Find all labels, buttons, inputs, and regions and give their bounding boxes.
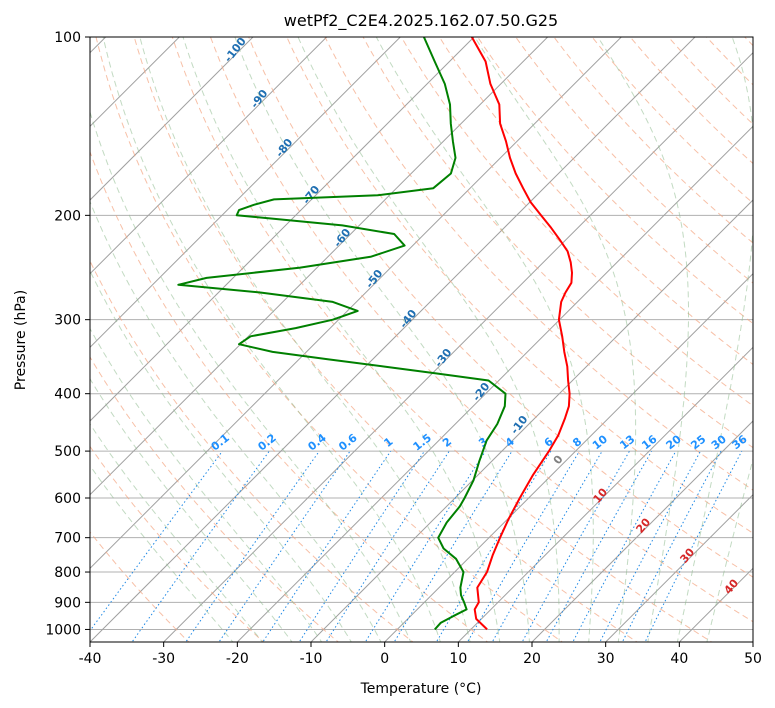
y-axis-label: Pressure (hPa): [13, 290, 29, 390]
moist-adiabat: [90, 200, 382, 642]
x-tick-label: 10: [449, 651, 467, 667]
dry-adiabat: [90, 150, 489, 642]
dry-adiabat: [90, 259, 414, 642]
moist-adiabat: [90, 377, 293, 642]
x-tick-label: -20: [226, 651, 249, 667]
isotherm-line: [604, 493, 753, 642]
mixing-ratio-line: [90, 450, 223, 632]
moist-adiabat: [676, 37, 753, 642]
x-axis-ticks: -40 -30 -20 -10 0 10 20 30 40 50: [79, 642, 762, 667]
dry-adiabat: [90, 445, 265, 642]
isotherm-line: [90, 37, 254, 201]
mixing-ratio-line: [466, 450, 580, 642]
y-tick-label: 700: [54, 531, 81, 547]
moist-adiabat: [90, 464, 234, 642]
background-lines: [90, 37, 753, 642]
y-tick-label: 1000: [45, 622, 81, 638]
x-tick-label: 50: [744, 651, 762, 667]
dry-adiabat: [133, 37, 638, 642]
isotherm-line: [162, 51, 753, 642]
x-tick-label: 30: [597, 651, 615, 667]
mixing-ratio-line: [218, 450, 351, 642]
mixing-ratio-line: [572, 450, 677, 642]
x-tick-label: -40: [79, 651, 102, 667]
moist-adiabat: [90, 327, 323, 642]
mixing-ratio-line: [131, 450, 270, 642]
isotherm-line: [90, 37, 696, 642]
profile-line: [177, 37, 507, 631]
data-lines: [177, 37, 573, 631]
isotherm-line: [90, 37, 475, 422]
x-tick-label: 0: [380, 651, 389, 667]
moist-adiabat: [182, 37, 501, 642]
y-tick-label: 600: [54, 491, 81, 507]
mixing-ratio-line: [621, 450, 722, 642]
moist-adiabat: [597, 37, 689, 642]
moist-adiabat: [474, 37, 637, 642]
y-tick-label: 300: [54, 313, 81, 329]
moist-adiabat: [90, 269, 352, 642]
dry-adiabat: [209, 37, 753, 623]
x-tick-label: -10: [300, 651, 323, 667]
moist-adiabat: [102, 37, 441, 642]
mixing-ratio-line: [262, 450, 392, 642]
y-tick-label: 400: [54, 387, 81, 403]
moist-adiabat: [297, 37, 560, 642]
x-tick-label: -30: [152, 651, 175, 667]
isotherm-line: [90, 37, 402, 349]
y-tick-label: 900: [54, 595, 81, 611]
moist-adiabat: [375, 37, 594, 642]
y-tick-label: 500: [54, 444, 81, 460]
profile-line: [470, 37, 573, 631]
plot-frame: [89, 36, 754, 643]
isotherm-line: [90, 37, 549, 496]
isotherm-line: [90, 37, 623, 570]
mixing-ratio-line: [325, 450, 450, 642]
y-tick-label: 800: [54, 565, 81, 581]
isotherm-line: [90, 37, 328, 275]
x-tick-label: 20: [523, 651, 541, 667]
isotherm-line: [310, 199, 753, 642]
y-tick-label: 200: [54, 208, 81, 224]
mixing-ratio-line: [185, 450, 320, 642]
moist-adiabat: [706, 457, 753, 642]
mixing-ratio-line: [393, 450, 513, 642]
mixing-ratio-line: [364, 450, 486, 642]
chart-title: wetPf2_C2E4.2025.162.07.50.G25: [284, 11, 558, 31]
x-tick-label: 40: [670, 651, 688, 667]
y-axis-ticks: 1000 900 800 700 600 500 400 300 200 100: [45, 30, 90, 638]
moist-adiabat: [90, 423, 264, 642]
moist-adiabat: [234, 37, 530, 642]
isotherm-line: [383, 272, 753, 642]
isotherm-line: [236, 125, 753, 642]
mixing-ratio-line: [599, 450, 701, 642]
isotherm-line: [457, 346, 753, 642]
moist-adiabat: [90, 110, 412, 642]
y-tick-label: 100: [54, 30, 81, 46]
x-axis-label: Temperature (°C): [360, 681, 482, 697]
isotherm-line: [531, 420, 753, 642]
dry-adiabat: [95, 37, 564, 642]
mixing-ratio-line: [298, 450, 425, 642]
